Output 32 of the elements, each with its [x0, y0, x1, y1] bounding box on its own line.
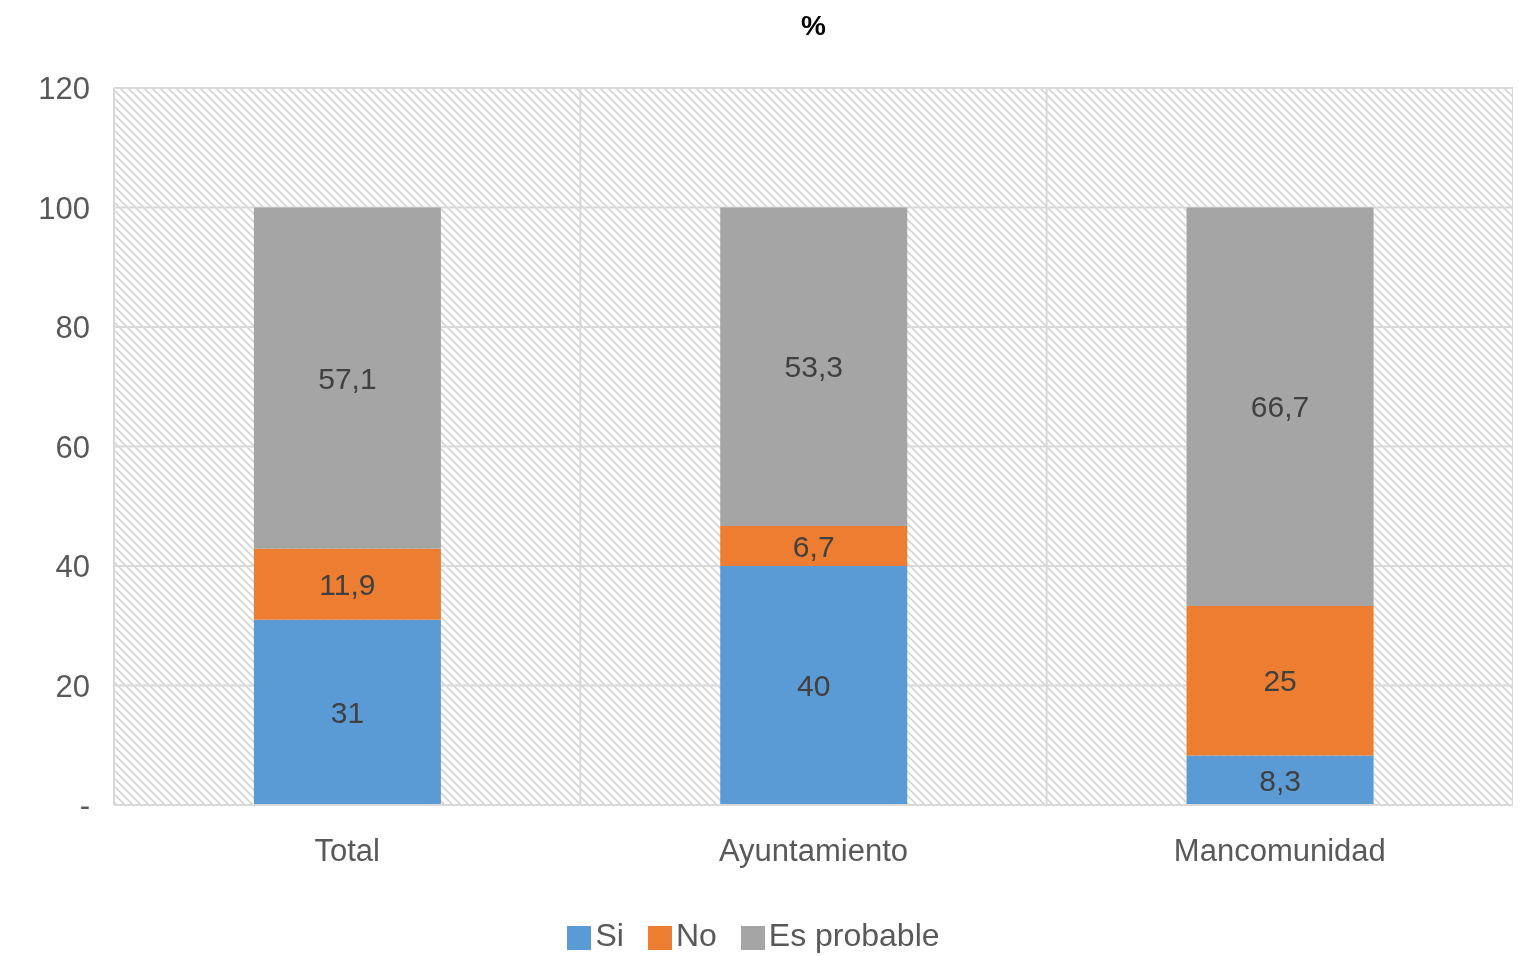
bar: [253, 548, 441, 620]
data-label: 8,3: [1259, 763, 1301, 797]
y-tick-label: 100: [38, 190, 90, 226]
legend-label: No: [675, 917, 717, 953]
bar: [720, 207, 908, 526]
data-label: 40: [797, 669, 831, 703]
y-tick-label: 80: [55, 310, 90, 346]
data-label: 66,7: [1250, 390, 1310, 424]
legend-label: Es probable: [768, 917, 940, 953]
legend-label: Si: [595, 917, 624, 953]
data-label: 57,1: [318, 361, 377, 395]
y-tick-label: 120: [38, 71, 90, 106]
y-tick-label: 60: [55, 429, 90, 465]
bar: [253, 619, 441, 805]
bar: [720, 525, 908, 566]
chart-title: %: [800, 10, 827, 42]
data-label: 11,9: [319, 567, 376, 601]
data-label: 6,7: [792, 529, 835, 563]
data-label: 31: [330, 696, 365, 730]
x-tick-label: Mancomunidad: [1173, 833, 1386, 869]
data-label: 53,3: [784, 350, 843, 384]
data-label: 25: [1263, 664, 1297, 698]
y-tick-label: 20: [55, 668, 90, 704]
bar: [720, 566, 908, 805]
bar: [253, 207, 441, 549]
x-tick-label: Ayuntamiento: [719, 833, 908, 869]
y-tick-label: 40: [55, 549, 90, 585]
x-tick-label: Total: [314, 833, 380, 869]
y-tick-label: -: [79, 788, 90, 824]
bar: [1186, 207, 1374, 607]
bar: [1186, 606, 1374, 756]
bar: [1186, 755, 1374, 805]
